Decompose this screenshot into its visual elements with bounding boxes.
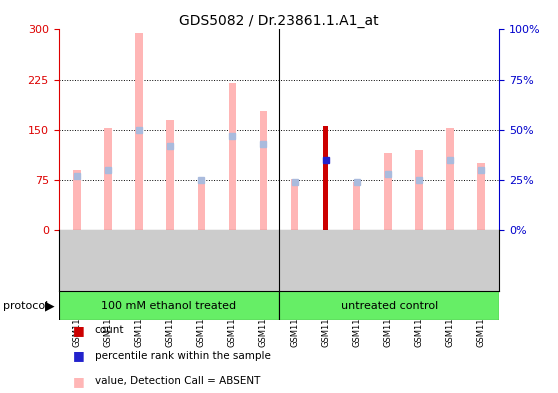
Bar	[59, 291, 279, 320]
Bar	[73, 170, 81, 230]
Bar	[291, 179, 299, 230]
Text: percentile rank within the sample: percentile rank within the sample	[95, 351, 271, 361]
Bar	[229, 83, 237, 230]
Text: ■: ■	[73, 349, 84, 362]
Text: count: count	[95, 325, 124, 335]
Bar	[259, 111, 267, 230]
Bar	[415, 150, 422, 230]
Bar	[279, 291, 499, 320]
Text: value, Detection Call = ABSENT: value, Detection Call = ABSENT	[95, 376, 260, 386]
Bar	[166, 119, 174, 230]
Text: ▶: ▶	[45, 299, 55, 312]
Text: untreated control: untreated control	[340, 301, 438, 310]
Text: 100 mM ethanol treated: 100 mM ethanol treated	[101, 301, 237, 310]
Bar	[198, 178, 205, 230]
Bar	[384, 153, 392, 230]
Bar	[323, 126, 328, 230]
Bar	[446, 129, 454, 230]
Bar	[353, 182, 360, 230]
Text: GDS5082 / Dr.23861.1.A1_at: GDS5082 / Dr.23861.1.A1_at	[179, 14, 379, 28]
Text: ■: ■	[73, 375, 84, 388]
Text: ■: ■	[73, 323, 84, 337]
Text: protocol: protocol	[3, 301, 48, 310]
Bar	[477, 163, 485, 230]
Bar	[104, 128, 112, 230]
Bar	[136, 33, 143, 230]
